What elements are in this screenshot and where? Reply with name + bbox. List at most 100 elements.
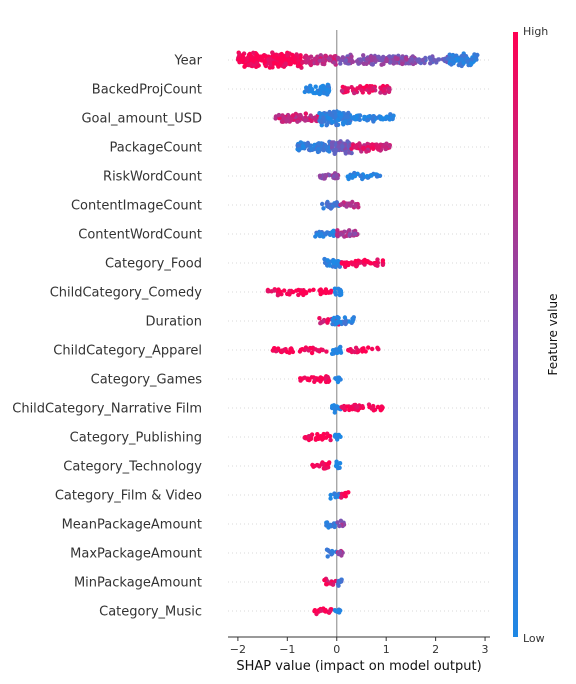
feature-dots — [329, 402, 385, 415]
shap-point — [309, 146, 314, 152]
shap-point — [337, 523, 342, 529]
shap-point — [364, 61, 369, 66]
shap-point — [331, 109, 336, 115]
shap-point — [312, 56, 318, 61]
shap-point — [349, 260, 354, 265]
shap-point — [372, 55, 377, 60]
shap-point — [465, 59, 470, 64]
shap-point — [292, 60, 297, 65]
shap-point — [420, 57, 425, 63]
shap-point — [366, 260, 371, 265]
feature-dots — [324, 518, 347, 530]
shap-point — [290, 52, 295, 58]
shap-point — [338, 319, 343, 325]
shap-point — [376, 144, 381, 149]
x-tick-label: −2 — [230, 643, 246, 656]
shap-point — [331, 315, 337, 321]
shap-point — [350, 407, 355, 412]
shap-point — [308, 436, 314, 441]
feature-labels: Year BackedProjCount Goal_amount_USD Packag… — [12, 54, 202, 620]
feature-label: Category_Games — [91, 373, 203, 388]
x-tick-label: 2 — [432, 643, 439, 656]
shap-point — [327, 57, 333, 62]
shap-point — [334, 461, 339, 467]
shap-point — [373, 262, 378, 268]
shap-point — [290, 289, 296, 295]
feature-dots — [270, 344, 381, 356]
shap-point — [341, 261, 346, 266]
shap-point — [364, 57, 370, 62]
shap-point — [328, 437, 333, 443]
shap-point — [353, 345, 359, 350]
shap-point — [340, 405, 346, 411]
shap-point — [238, 57, 243, 62]
shap-point — [357, 117, 362, 123]
shap-point — [328, 492, 333, 498]
feature-label: Duration — [146, 315, 202, 330]
shap-point — [327, 109, 332, 115]
shap-point — [278, 59, 284, 64]
shap-point — [315, 348, 321, 353]
shap-point — [312, 115, 318, 120]
shap-point — [290, 113, 296, 118]
shap-point — [469, 61, 474, 66]
shap-point — [338, 61, 343, 66]
feature-dots — [295, 139, 392, 156]
shap-point — [360, 347, 365, 352]
shap-point — [326, 461, 331, 466]
shap-point — [304, 88, 309, 93]
shap-point — [345, 114, 350, 120]
shap-point — [321, 206, 326, 211]
shap-point — [308, 86, 314, 91]
shap-point — [357, 60, 362, 66]
shap-point — [348, 347, 353, 352]
shap-point — [354, 113, 359, 119]
shap-point — [352, 145, 358, 150]
feature-dots — [322, 256, 386, 270]
shap-point — [298, 112, 303, 118]
feature-label: BackedProjCount — [92, 83, 202, 98]
shap-point — [295, 119, 300, 124]
shap-point — [428, 61, 433, 66]
shap-point — [345, 262, 350, 267]
shap-point — [278, 289, 283, 294]
shap-point — [340, 55, 345, 60]
shap-point — [364, 174, 370, 179]
shap-point — [357, 113, 363, 118]
shap-point — [380, 258, 386, 263]
x-tick-label: 3 — [482, 643, 489, 656]
shap-point — [334, 173, 339, 178]
shap-point — [276, 112, 282, 118]
shap-point — [303, 118, 308, 123]
shap-point — [339, 88, 345, 94]
colorbar: High Low Feature value — [513, 25, 560, 645]
shap-point — [337, 289, 342, 294]
shap-point — [387, 87, 392, 92]
shap-point — [332, 524, 337, 530]
feature-dots — [273, 109, 396, 128]
shap-point — [384, 141, 389, 146]
shap-point — [408, 58, 413, 63]
shap-point — [300, 347, 305, 352]
shap-point — [320, 201, 325, 207]
shap-point — [287, 288, 292, 294]
feature-label: ContentWordCount — [78, 228, 202, 243]
shap-point — [369, 173, 374, 178]
dots-layer — [235, 50, 480, 617]
shap-point — [302, 375, 307, 380]
shap-point — [361, 53, 366, 58]
shap-point — [317, 173, 323, 178]
shap-point — [284, 53, 290, 58]
shap-point — [382, 144, 387, 150]
feature-label: ChildCategory_Narrative Film — [12, 402, 202, 417]
feature-dots — [324, 547, 345, 559]
shap-point — [318, 291, 323, 296]
shap-point — [276, 346, 281, 351]
shap-point — [315, 149, 321, 155]
shap-point — [329, 351, 335, 356]
shap-point — [275, 62, 280, 67]
feature-label: Category_Technology — [63, 460, 202, 475]
shap-point — [333, 149, 338, 154]
shap-point — [301, 145, 306, 150]
shap-point — [349, 85, 354, 90]
